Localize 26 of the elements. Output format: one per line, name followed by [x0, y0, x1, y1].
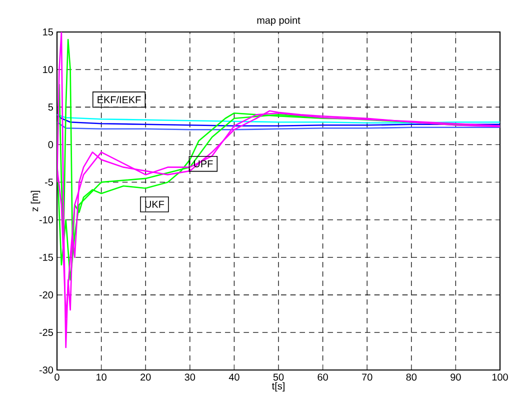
chart-title: map point — [257, 16, 300, 26]
y-tick-label: -15 — [39, 254, 53, 261]
x-tick-label: 30 — [184, 374, 196, 381]
x-tick-label: 60 — [318, 374, 328, 381]
y-axis-title: z [m] — [30, 190, 40, 212]
y-tick-label: 10 — [43, 66, 54, 74]
annotation: EKF/IEKF — [98, 96, 141, 104]
x-tick-label: 40 — [228, 374, 240, 381]
x-tick-label: 70 — [362, 374, 372, 381]
y-tick-label: 5 — [48, 104, 53, 111]
annotation: UKF — [145, 200, 164, 208]
y-tick-label: 0 — [48, 141, 54, 148]
x-tick-label: 80 — [406, 374, 417, 381]
x-tick-label: 90 — [450, 374, 461, 381]
x-tick-label: 0 — [54, 374, 60, 381]
x-tick-label: 100 — [492, 374, 508, 381]
y-tick-label: -5 — [44, 178, 53, 186]
y-tick-label: 15 — [43, 28, 53, 36]
y-tick-label: -25 — [39, 328, 53, 336]
x-tick-label: 50 — [273, 374, 284, 381]
x-axis-title: t[s] — [272, 382, 284, 392]
x-tick-label: 20 — [140, 374, 151, 381]
y-tick-label: -20 — [39, 291, 54, 298]
y-tick-label: -10 — [39, 216, 54, 224]
x-tick-label: 10 — [96, 374, 106, 381]
y-tick-label: -30 — [39, 366, 54, 374]
